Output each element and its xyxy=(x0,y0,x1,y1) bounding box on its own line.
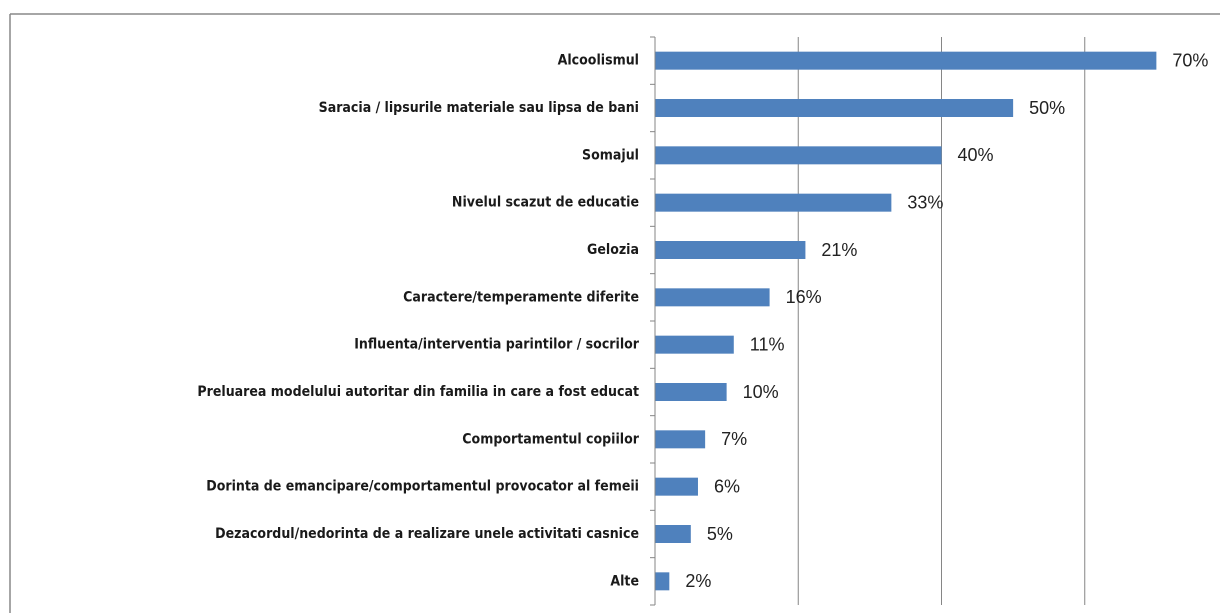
y-tick-label: Dorinta de emancipare/comportamentul pro… xyxy=(206,479,639,495)
data-label: 70% xyxy=(1172,50,1208,70)
bar xyxy=(655,335,734,354)
y-tick-label: Alcoolismul xyxy=(558,53,639,69)
data-label: 50% xyxy=(1029,98,1065,118)
data-label: 33% xyxy=(907,192,943,212)
bar xyxy=(655,193,892,212)
y-tick-label: Caractere/temperamente diferite xyxy=(403,289,639,305)
y-tick-label: Saracia / lipsurile materiale sau lipsa … xyxy=(319,100,639,116)
y-tick-label: Nivelul scazut de educatie xyxy=(452,195,639,211)
y-tick-label: Dezacordul/nedorinta de a realizare unel… xyxy=(215,526,639,542)
data-label: 5% xyxy=(707,524,733,544)
y-tick-label: Influenta/interventia parintilor / socri… xyxy=(354,337,640,353)
data-label: 2% xyxy=(685,571,711,591)
data-label: 16% xyxy=(786,287,822,307)
y-tick-label: Somajul xyxy=(582,147,639,163)
y-tick-label: Gelozia xyxy=(587,242,639,258)
data-label: 7% xyxy=(721,429,747,449)
data-label: 11% xyxy=(750,334,785,354)
y-tick-label: Alte xyxy=(610,573,639,589)
bar xyxy=(655,146,942,165)
data-label: 40% xyxy=(958,145,994,165)
data-label: 10% xyxy=(743,382,779,402)
bar xyxy=(655,383,727,401)
bar xyxy=(655,430,706,449)
bar xyxy=(655,241,806,259)
bar xyxy=(655,288,770,307)
bar xyxy=(655,51,1157,70)
data-label: 6% xyxy=(714,476,740,496)
y-tick-label: Comportamentul copiilor xyxy=(462,431,639,447)
bar xyxy=(655,477,698,496)
bar xyxy=(655,572,670,591)
bar xyxy=(655,525,691,543)
bar xyxy=(655,99,1014,117)
y-tick-label: Preluarea modelului autoritar din famili… xyxy=(197,384,639,400)
data-label: 21% xyxy=(821,240,857,260)
